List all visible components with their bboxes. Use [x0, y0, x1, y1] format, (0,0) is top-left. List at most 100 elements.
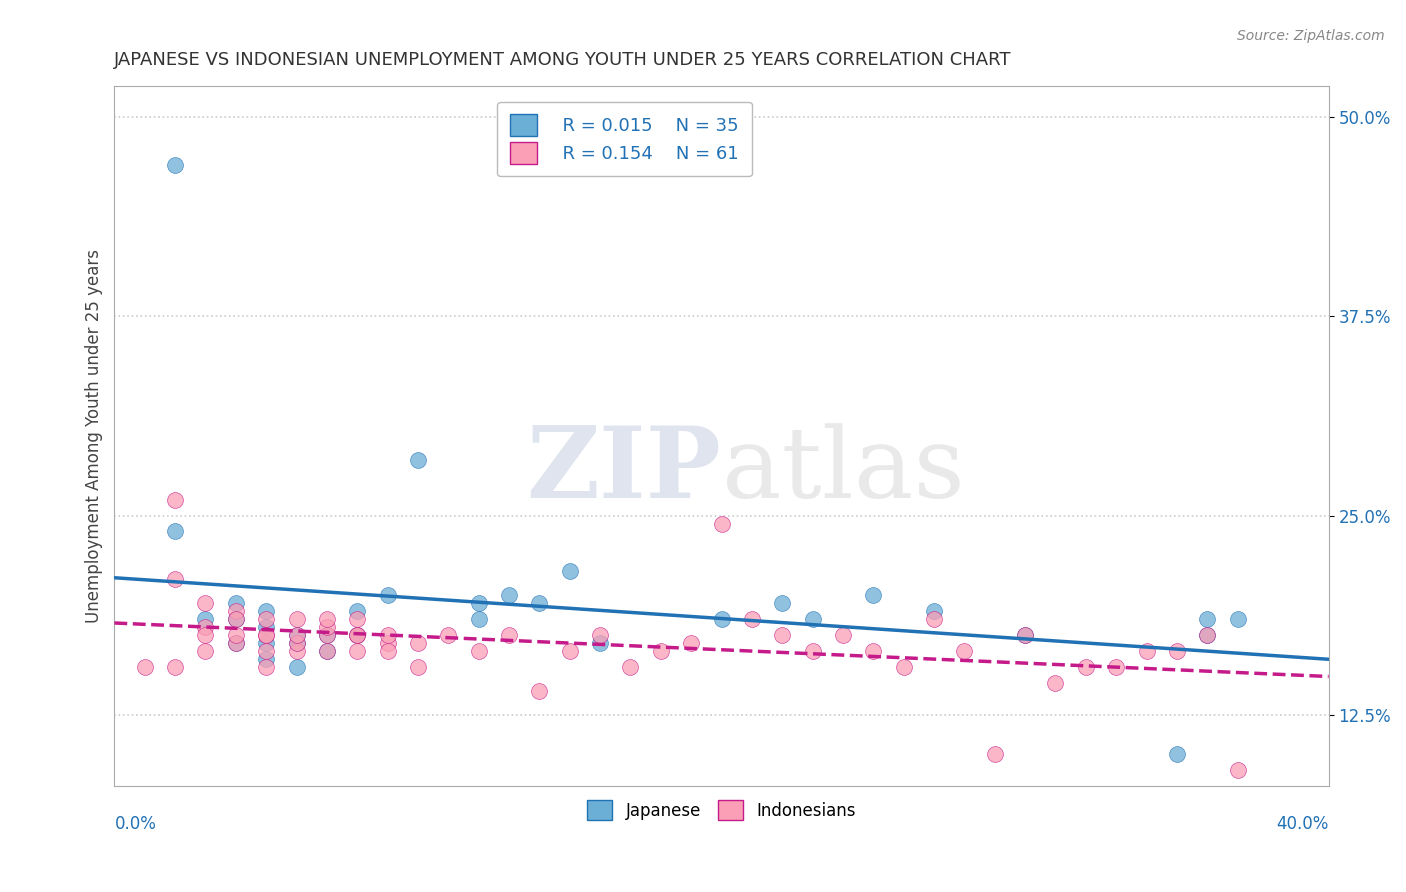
Text: ZIP: ZIP [527, 423, 721, 519]
Point [710, 612, 733, 626]
Point [1197, 628, 1219, 642]
Point [194, 628, 217, 642]
Point [437, 628, 460, 642]
Point [377, 636, 399, 650]
Point [346, 604, 368, 618]
Point [254, 628, 277, 642]
Point [406, 660, 429, 674]
Point [1014, 628, 1036, 642]
Point [194, 596, 217, 610]
Text: atlas: atlas [721, 423, 965, 519]
Point [1197, 612, 1219, 626]
Y-axis label: Unemployment Among Youth under 25 years: Unemployment Among Youth under 25 years [86, 249, 103, 623]
Point [1105, 660, 1128, 674]
Point [285, 628, 308, 642]
Point [406, 452, 429, 467]
Text: Source: ZipAtlas.com: Source: ZipAtlas.com [1237, 29, 1385, 43]
Point [225, 596, 247, 610]
Text: JAPANESE VS INDONESIAN UNEMPLOYMENT AMONG YOUTH UNDER 25 YEARS CORRELATION CHART: JAPANESE VS INDONESIAN UNEMPLOYMENT AMON… [114, 51, 1012, 69]
Point [316, 644, 339, 658]
Point [165, 572, 187, 586]
Point [377, 628, 399, 642]
Point [225, 628, 247, 642]
Point [285, 660, 308, 674]
Point [1226, 612, 1249, 626]
Point [589, 628, 612, 642]
Point [377, 644, 399, 658]
Point [1166, 644, 1188, 658]
Point [498, 628, 520, 642]
Point [285, 644, 308, 658]
Point [134, 660, 156, 674]
Point [316, 612, 339, 626]
Point [953, 644, 976, 658]
Point [589, 636, 612, 650]
Point [1014, 628, 1036, 642]
Point [1166, 747, 1188, 762]
Point [801, 612, 824, 626]
Point [922, 612, 945, 626]
Point [254, 628, 277, 642]
Point [922, 604, 945, 618]
Point [558, 564, 581, 578]
Point [1074, 660, 1097, 674]
Point [346, 628, 368, 642]
Point [770, 628, 793, 642]
Text: 0.0%: 0.0% [114, 815, 156, 833]
Point [316, 644, 339, 658]
Point [619, 660, 641, 674]
Point [165, 158, 187, 172]
Point [558, 644, 581, 658]
Point [801, 644, 824, 658]
Point [529, 596, 551, 610]
Point [346, 628, 368, 642]
Point [862, 588, 884, 602]
Legend: Japanese, Indonesians: Japanese, Indonesians [581, 793, 862, 827]
Point [165, 492, 187, 507]
Point [194, 612, 217, 626]
Point [1045, 675, 1067, 690]
Point [1197, 628, 1219, 642]
Point [862, 644, 884, 658]
Point [316, 620, 339, 634]
Point [194, 620, 217, 634]
Point [316, 628, 339, 642]
Point [832, 628, 855, 642]
Point [254, 620, 277, 634]
Point [254, 644, 277, 658]
Point [710, 516, 733, 531]
Point [346, 612, 368, 626]
Text: 40.0%: 40.0% [1277, 815, 1329, 833]
Point [285, 636, 308, 650]
Point [165, 660, 187, 674]
Point [529, 683, 551, 698]
Point [346, 628, 368, 642]
Point [194, 644, 217, 658]
Point [498, 588, 520, 602]
Point [406, 636, 429, 650]
Point [285, 628, 308, 642]
Point [1135, 644, 1157, 658]
Point [741, 612, 763, 626]
Point [316, 628, 339, 642]
Point [346, 644, 368, 658]
Point [893, 660, 915, 674]
Point [467, 612, 489, 626]
Point [285, 636, 308, 650]
Point [225, 612, 247, 626]
Point [254, 652, 277, 666]
Point [165, 524, 187, 539]
Point [650, 644, 672, 658]
Point [225, 636, 247, 650]
Point [467, 644, 489, 658]
Point [467, 596, 489, 610]
Point [225, 636, 247, 650]
Point [983, 747, 1005, 762]
Point [770, 596, 793, 610]
Point [225, 612, 247, 626]
Point [285, 612, 308, 626]
Point [377, 588, 399, 602]
Point [1226, 764, 1249, 778]
Point [254, 612, 277, 626]
Point [254, 636, 277, 650]
